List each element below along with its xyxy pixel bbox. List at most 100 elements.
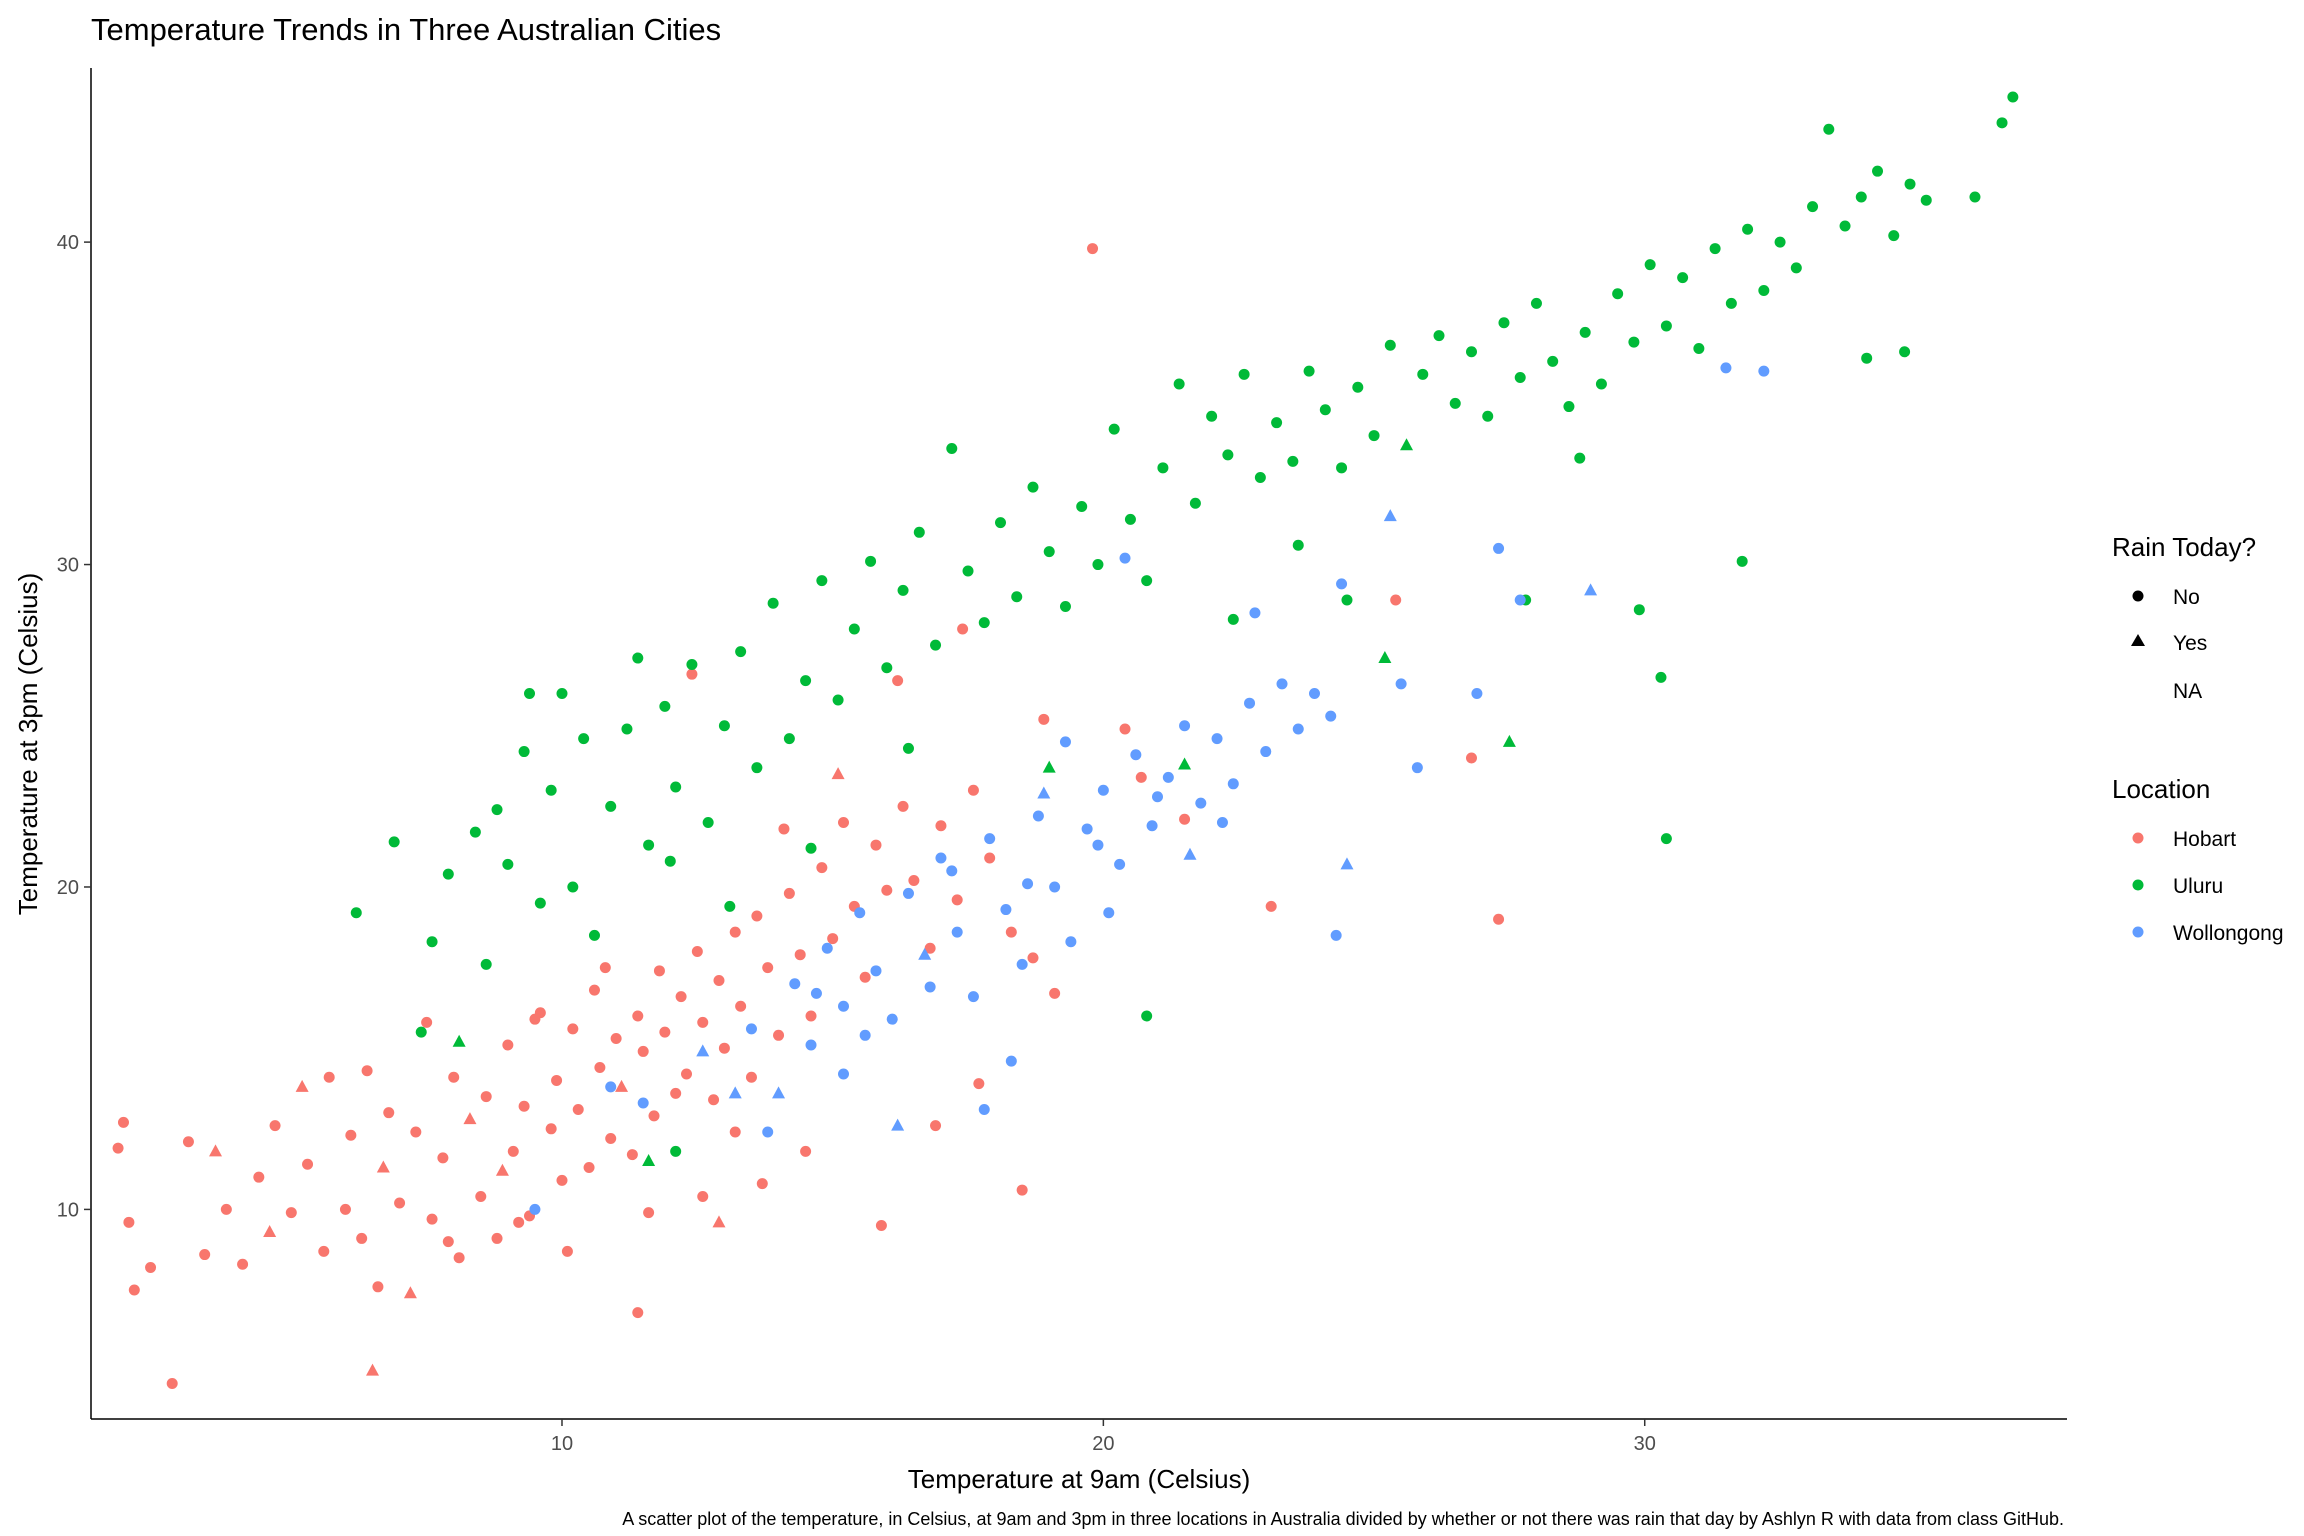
point-hobart-dry bbox=[794, 949, 806, 961]
x-tick-label: 30 bbox=[1634, 1433, 1656, 1455]
point-uluru-dry bbox=[805, 842, 817, 854]
point-hobart-dry bbox=[984, 852, 996, 864]
point-hobart-dry bbox=[897, 800, 909, 812]
point-uluru-dry bbox=[718, 720, 730, 732]
point-hobart-dry bbox=[729, 1126, 741, 1138]
x-axis-ticks: 10 20 30 bbox=[551, 1419, 1656, 1455]
point-hobart-dry bbox=[838, 816, 850, 828]
point-hobart-dry bbox=[653, 965, 665, 977]
point-uluru-dry bbox=[1969, 191, 1981, 203]
point-hobart-dry bbox=[1016, 1184, 1028, 1196]
point-hobart-dry bbox=[729, 926, 741, 938]
point-uluru-dry bbox=[524, 688, 536, 700]
point-hobart-rain bbox=[366, 1363, 380, 1376]
point-hobart-dry bbox=[718, 1042, 730, 1054]
point-hobart-dry bbox=[827, 933, 839, 945]
legend-swatch-uluru bbox=[2132, 879, 2144, 891]
point-uluru-dry bbox=[1341, 594, 1353, 606]
point-hobart-dry bbox=[518, 1100, 530, 1112]
point-uluru-dry bbox=[1303, 365, 1315, 377]
point-uluru-dry bbox=[480, 958, 492, 970]
point-uluru-dry bbox=[491, 804, 503, 816]
point-hobart-rain bbox=[376, 1160, 390, 1173]
point-hobart-dry bbox=[951, 894, 963, 906]
point-wollongong-rain bbox=[696, 1044, 710, 1057]
point-hobart-dry bbox=[323, 1071, 335, 1083]
legend-label-yes: Yes bbox=[2173, 632, 2207, 655]
point-uluru-dry bbox=[415, 1026, 427, 1038]
point-hobart-dry bbox=[697, 1016, 709, 1028]
point-uluru-dry bbox=[881, 662, 893, 674]
point-wollongong-dry bbox=[1330, 929, 1342, 941]
point-uluru-dry bbox=[767, 597, 779, 609]
y-tick-label: 30 bbox=[57, 555, 79, 577]
point-hobart-dry bbox=[442, 1236, 454, 1248]
point-wollongong-dry bbox=[1395, 678, 1407, 690]
point-hobart-dry bbox=[643, 1207, 655, 1219]
point-hobart-dry bbox=[670, 1087, 682, 1099]
point-uluru-dry bbox=[962, 565, 974, 577]
point-uluru-dry bbox=[1498, 317, 1510, 329]
point-hobart-dry bbox=[594, 1062, 606, 1074]
point-wollongong-dry bbox=[1146, 820, 1158, 832]
point-uluru-dry bbox=[1271, 417, 1283, 429]
point-hobart-dry bbox=[691, 945, 703, 957]
point-wollongong-dry bbox=[1179, 720, 1191, 732]
point-wollongong-dry bbox=[1292, 723, 1304, 735]
point-uluru-rain bbox=[642, 1154, 656, 1167]
point-hobart-rain bbox=[403, 1286, 417, 1299]
point-hobart-dry bbox=[1135, 771, 1147, 783]
point-uluru-dry bbox=[469, 826, 481, 838]
point-hobart-dry bbox=[648, 1110, 660, 1122]
point-uluru-dry bbox=[2007, 91, 2019, 103]
point-uluru-dry bbox=[1790, 262, 1802, 274]
point-wollongong-dry bbox=[1260, 746, 1272, 758]
point-uluru-dry bbox=[1660, 320, 1672, 332]
point-wollongong-rain bbox=[1037, 786, 1051, 799]
point-hobart-dry bbox=[762, 962, 774, 974]
point-uluru-dry bbox=[751, 762, 763, 774]
point-hobart-dry bbox=[610, 1033, 622, 1045]
point-wollongong-dry bbox=[1022, 878, 1034, 890]
point-uluru-rain bbox=[452, 1034, 466, 1047]
point-hobart-dry bbox=[924, 942, 936, 954]
point-wollongong-dry bbox=[1065, 936, 1077, 948]
point-wollongong-dry bbox=[1244, 697, 1256, 709]
point-hobart-dry bbox=[117, 1116, 129, 1128]
point-uluru-dry bbox=[902, 742, 914, 754]
point-uluru-dry bbox=[670, 1145, 682, 1157]
point-uluru-dry bbox=[1996, 117, 2008, 129]
point-hobart-dry bbox=[605, 1132, 617, 1144]
point-hobart-dry bbox=[957, 623, 969, 635]
point-hobart-dry bbox=[1119, 723, 1131, 735]
point-hobart-dry bbox=[588, 984, 600, 996]
shape-legend-title: Rain Today? bbox=[2112, 532, 2256, 562]
point-hobart-dry bbox=[599, 962, 611, 974]
point-hobart-dry bbox=[199, 1249, 211, 1261]
point-uluru-dry bbox=[1612, 288, 1624, 300]
point-wollongong-rain bbox=[1383, 509, 1397, 522]
point-wollongong-dry bbox=[821, 942, 833, 954]
point-wollongong-dry bbox=[1249, 607, 1261, 619]
point-uluru-dry bbox=[388, 836, 400, 848]
point-uluru-dry bbox=[800, 675, 812, 687]
point-uluru-dry bbox=[1530, 297, 1542, 309]
point-wollongong-dry bbox=[762, 1126, 774, 1138]
point-hobart-dry bbox=[128, 1284, 140, 1296]
y-tick-label: 20 bbox=[57, 877, 79, 899]
point-wollongong-dry bbox=[1471, 688, 1483, 700]
point-hobart-dry bbox=[166, 1378, 178, 1390]
point-wollongong-dry bbox=[902, 887, 914, 899]
point-uluru-dry bbox=[1579, 326, 1591, 338]
point-uluru-dry bbox=[1774, 236, 1786, 248]
point-hobart-dry bbox=[908, 875, 920, 887]
point-uluru-dry bbox=[659, 700, 671, 712]
point-hobart-dry bbox=[220, 1203, 232, 1215]
point-hobart-dry bbox=[778, 823, 790, 835]
point-hobart-dry bbox=[751, 910, 763, 922]
point-hobart-dry bbox=[875, 1220, 887, 1232]
point-hobart-dry bbox=[745, 1071, 757, 1083]
point-hobart-dry bbox=[1038, 713, 1050, 725]
point-wollongong-dry bbox=[1049, 881, 1061, 893]
point-uluru-dry bbox=[686, 659, 698, 671]
